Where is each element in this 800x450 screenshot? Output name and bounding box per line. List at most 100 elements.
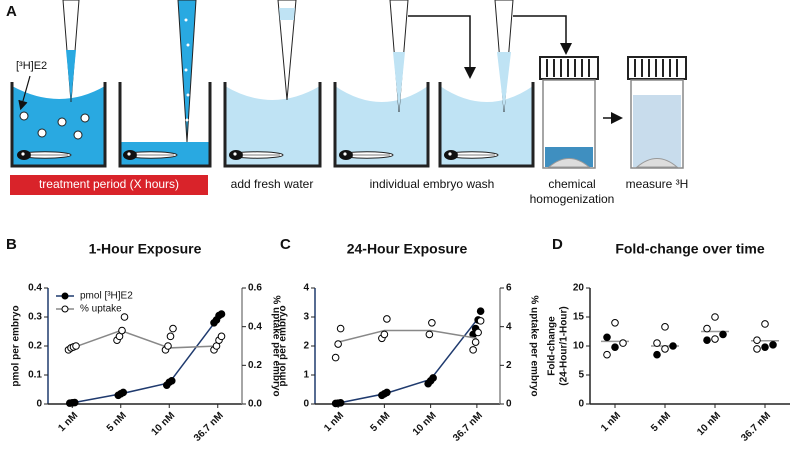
beaker [333,82,430,168]
y-axis-label: pmol per embryo [278,305,289,386]
y-tick-label: 0.3 [28,312,42,323]
y-tick-label: 0 [303,399,309,410]
chart-title: Fold-change over time [615,241,765,257]
x-tick-label: 36.7 nM [451,410,485,444]
data-point [383,388,391,397]
data-point [761,343,769,351]
data-point [70,398,79,407]
y2-tick-label: 0 [506,399,512,410]
y-tick-label: 5 [578,370,584,381]
legend-label: % uptake [80,304,122,315]
y2-tick-label: 0.4 [248,321,262,332]
diagram: A [³H]E2 [6,0,688,206]
beaker [118,82,212,168]
pipette [277,0,297,101]
water [440,86,533,165]
water [12,86,105,165]
x-tick-label: 1 nM [599,410,623,434]
pipette-fill [497,52,511,112]
y-tick-label: 0.4 [28,283,42,294]
y-tick-label: 4 [303,283,309,294]
pipette-dots [184,18,190,122]
data-point [428,319,436,327]
water [335,86,428,165]
panel-label: B [6,236,17,253]
pipette-fill [66,50,76,102]
series-line [72,317,219,404]
x-tick-label: 10 nM [695,410,723,438]
data-point [429,374,437,382]
label: add fresh water [231,177,314,191]
chart-title: 24-Hour Exposure [347,241,468,257]
data-point [703,336,711,345]
beaker [10,82,107,168]
data-point [619,339,627,347]
x-tick-label: 36.7 nM [739,410,773,444]
cap-ribs [634,59,678,77]
x-tick-label: 36.7 nM [192,410,226,444]
water [225,86,320,165]
arrow [18,75,31,111]
chart: B 1-Hour Exposure 0 0.1 0.2 0.3 0.4 0.0 0.2 0.4 0.… [6,236,281,444]
panel-label: D [552,236,563,253]
arrow [408,15,476,79]
label: [³H]E2 [16,60,47,72]
treatment-bar [10,175,208,195]
data-point [336,324,345,333]
y-axis-label: (24-Hour/1-Hour) [559,306,570,385]
data-point [611,319,619,327]
y2-tick-label: 2 [506,360,512,371]
y-tick-label: 0.1 [28,370,42,381]
beaker [223,82,322,168]
y2-axis-label: % uptake per embryo [270,295,281,396]
pipette-fill [279,8,295,20]
data-point [425,330,434,339]
cap-ribs [546,59,590,77]
data-point [753,345,761,353]
pellet [547,158,591,168]
series-line [337,329,477,343]
data-point [166,332,175,341]
x-tick-label: 1 nM [56,410,80,434]
bubbles [19,111,90,140]
legend-label: pmol [³H]E2 [80,291,133,302]
legend-marker [61,292,69,300]
x-tick-label: 10 nM [411,410,439,438]
beaker [438,82,535,168]
data-point [611,343,619,351]
y-tick-label: 0 [36,399,42,410]
x-tick-label: 1 nM [322,410,346,434]
data-point [661,323,669,331]
data-point [669,342,677,350]
y-tick-label: 2 [303,341,309,352]
y-tick-label: 0.2 [28,341,42,352]
label: treatment period (X hours) [39,177,179,191]
y2-tick-label: 6 [506,283,512,294]
y2-tick-label: 4 [506,321,512,332]
data-point [476,307,485,316]
series-line [337,319,478,404]
y2-tick-label: 0.6 [248,283,262,294]
data-point [383,315,391,323]
data-point [769,341,777,349]
panel-label: A [6,3,17,20]
data-point [603,333,611,342]
data-point [653,350,661,359]
y-tick-label: 1 [303,370,309,381]
label: homogenization [530,192,615,206]
legend-marker [61,305,69,313]
y-tick-label: 3 [303,312,309,323]
data-point [603,350,611,359]
x-tick-label: 10 nM [149,410,177,438]
label: measure ³H [626,177,689,191]
y-axis-label: pmol per embryo [11,305,22,386]
data-point [380,330,389,339]
data-point [336,399,345,407]
x-tick-label: 5 nM [105,410,129,434]
pellet [635,158,679,168]
data-point [471,338,480,346]
data-point [169,324,177,333]
data-point [711,313,719,321]
data-point [703,324,711,333]
data-point [474,328,482,337]
